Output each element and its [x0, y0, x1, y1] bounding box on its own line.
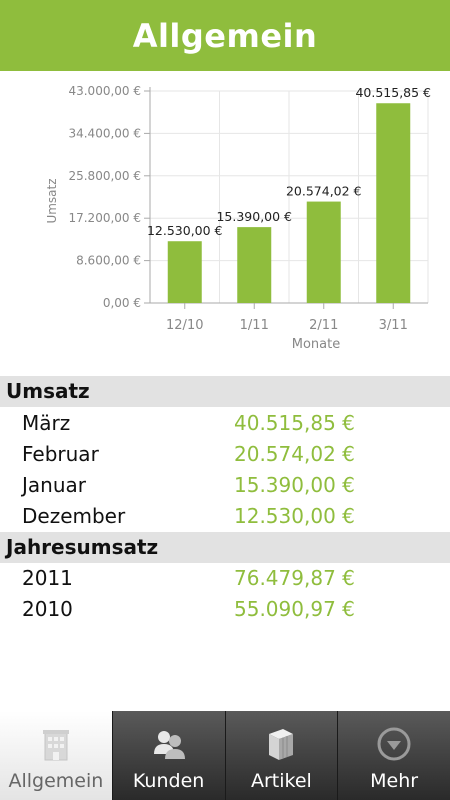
x-tick-label: 12/10 [166, 318, 203, 333]
chart-bars [167, 103, 411, 303]
section-header-umsatz: Umsatz [0, 376, 450, 407]
list-item: März 40.515,85 € [0, 408, 450, 439]
y-axis-ticks: 0,00 € 8.600,00 € 17.200,00 € 25.800,00 € 34… [68, 84, 150, 310]
boxes-icon [269, 729, 294, 760]
bar-value-label: 40.515,85 € [355, 85, 431, 100]
row-value: 40.515,85 € [234, 411, 355, 435]
x-axis-label: Monate [292, 337, 340, 352]
row-label: März [22, 411, 71, 435]
list-item: Januar 15.390,00 € [0, 470, 450, 501]
bar [167, 241, 202, 303]
x-tick-label: 2/11 [309, 318, 338, 333]
more-icon [377, 727, 411, 761]
list-item: Dezember 12.530,00 € [0, 501, 450, 532]
tab-label: Mehr [370, 770, 419, 792]
row-value: 15.390,00 € [234, 473, 355, 497]
bar-value-label: 15.390,00 € [216, 209, 292, 224]
tab-artikel[interactable]: Artikel [225, 711, 339, 800]
x-axis-ticks: 12/10 1/11 2/11 3/11 [166, 303, 408, 333]
row-label: 2010 [22, 597, 73, 621]
row-value: 55.090,97 € [234, 597, 355, 621]
tab-kunden[interactable]: Kunden [112, 711, 226, 800]
bar-value-label: 20.574,02 € [286, 184, 362, 199]
bar [376, 103, 411, 303]
tab-mehr[interactable]: Mehr [338, 711, 450, 800]
people-icon [153, 731, 185, 759]
row-label: Januar [22, 473, 86, 497]
list-item: Februar 20.574,02 € [0, 439, 450, 470]
row-value: 76.479,87 € [234, 566, 355, 590]
tab-label: Allgemein [8, 770, 104, 792]
page-title: Allgemein [132, 16, 318, 55]
y-tick-label: 8.600,00 € [76, 254, 141, 268]
y-tick-label: 43.000,00 € [68, 84, 141, 98]
row-label: 2011 [22, 566, 73, 590]
tab-label: Artikel [250, 770, 312, 792]
row-value: 12.530,00 € [234, 504, 355, 528]
bar-value-labels: 12.530,00 €15.390,00 € 20.574,02 € 40.515,… [147, 85, 431, 238]
building-icon [42, 730, 69, 761]
row-label: Dezember [22, 504, 126, 528]
bar [306, 201, 341, 303]
y-tick-label: 34.400,00 € [68, 126, 141, 140]
x-tick-label: 3/11 [379, 318, 408, 333]
y-tick-label: 25.800,00 € [68, 169, 141, 183]
x-tick-label: 1/11 [240, 318, 269, 333]
list-item: 2011 76.479,87 € [0, 563, 450, 594]
list-item: 2010 55.090,97 € [0, 594, 450, 625]
tab-allgemein[interactable]: Allgemein [0, 711, 113, 800]
revenue-chart: 0,00 € 8.600,00 € 17.200,00 € 25.800,00 € 34… [45, 84, 431, 352]
y-tick-label: 17.200,00 € [68, 211, 141, 225]
y-tick-label: 0,00 € [103, 296, 141, 310]
row-value: 20.574,02 € [234, 442, 355, 466]
bar [237, 227, 272, 303]
bottom-tab-bar: Allgemein Kunden Artikel Mehr [0, 711, 450, 800]
y-axis-label: Umsatz [45, 178, 59, 223]
row-label: Februar [22, 442, 99, 466]
bar-value-label: 12.530,00 € [147, 223, 223, 238]
section-header-jahresumsatz: Jahresumsatz [0, 532, 450, 563]
tab-label: Kunden [132, 770, 205, 792]
app-header: Allgemein [0, 0, 450, 71]
